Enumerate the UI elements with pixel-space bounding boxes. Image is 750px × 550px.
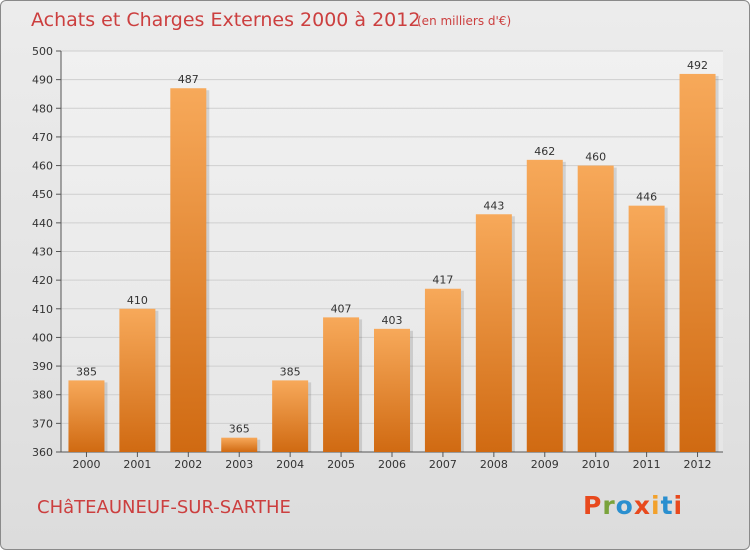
bar-value-label: 410	[127, 294, 148, 307]
commune-name: CHâTEAUNEUF-SUR-SARTHE	[37, 497, 291, 518]
x-tick-label: 2003	[225, 458, 253, 471]
x-tick-label: 2008	[480, 458, 508, 471]
y-tick-label: 400	[32, 331, 53, 344]
bar-value-label: 403	[382, 314, 403, 327]
bar-value-label: 407	[331, 302, 352, 315]
logo-letter: i	[673, 491, 684, 520]
y-tick-label: 430	[32, 246, 53, 259]
y-tick-label: 390	[32, 360, 53, 373]
bar-value-label: 492	[687, 59, 708, 72]
y-tick-label: 370	[32, 417, 53, 430]
bar-2011	[628, 205, 665, 452]
y-tick-label: 450	[32, 188, 53, 201]
logo-letter: x	[633, 491, 651, 520]
bar-2006	[374, 328, 410, 452]
bar-2007	[424, 288, 461, 452]
chart-title: Achats et Charges Externes 2000 à 2012	[31, 9, 421, 31]
y-tick-label: 500	[32, 45, 53, 58]
bar-value-label: 365	[229, 423, 250, 436]
x-tick-label: 2011	[633, 458, 661, 471]
y-tick-label: 410	[32, 303, 53, 316]
bar-value-label: 443	[483, 199, 504, 212]
logo-letter: r	[602, 491, 616, 520]
x-tick-label: 2009	[531, 458, 559, 471]
logo-letter: o	[615, 491, 634, 520]
bar-2009	[526, 159, 563, 453]
bar-2003	[221, 437, 258, 452]
bar-2012	[679, 73, 716, 453]
bar-2010	[577, 165, 614, 453]
bar-value-label: 460	[585, 151, 606, 164]
x-tick-label: 2006	[378, 458, 406, 471]
bar-2004	[272, 380, 309, 452]
bar-value-label: 385	[280, 365, 301, 378]
chart-subtitle: (en milliers d'€)	[417, 14, 512, 28]
x-tick-label: 2005	[327, 458, 355, 471]
bar-2000	[68, 380, 105, 452]
bar-value-label: 417	[432, 274, 453, 287]
bar-2001	[119, 308, 156, 452]
x-tick-label: 2000	[72, 458, 100, 471]
x-tick-label: 2012	[684, 458, 712, 471]
y-tick-label: 460	[32, 160, 53, 173]
proxiti-logo: Proxiti	[583, 491, 683, 520]
bar-value-label: 446	[636, 191, 657, 204]
bar-value-label: 462	[534, 145, 555, 158]
y-tick-label: 470	[32, 131, 53, 144]
x-tick-label: 2004	[276, 458, 304, 471]
bar-value-label: 487	[178, 73, 199, 86]
y-tick-label: 420	[32, 274, 53, 287]
x-tick-label: 2001	[123, 458, 151, 471]
y-tick-label: 480	[32, 102, 53, 115]
bar-2002	[170, 88, 207, 452]
bar-value-label: 385	[76, 365, 97, 378]
bar-2005	[323, 317, 360, 452]
logo-letter: i	[651, 491, 661, 520]
x-tick-label: 2007	[429, 458, 457, 471]
logo-letter: t	[660, 491, 674, 520]
y-tick-label: 440	[32, 217, 53, 230]
x-tick-label: 2010	[582, 458, 610, 471]
logo-letter: P	[583, 491, 603, 520]
bar-2008	[475, 214, 512, 452]
y-tick-label: 380	[32, 389, 53, 402]
y-tick-label: 490	[32, 74, 53, 87]
y-tick-label: 360	[32, 446, 53, 459]
x-tick-label: 2002	[174, 458, 202, 471]
